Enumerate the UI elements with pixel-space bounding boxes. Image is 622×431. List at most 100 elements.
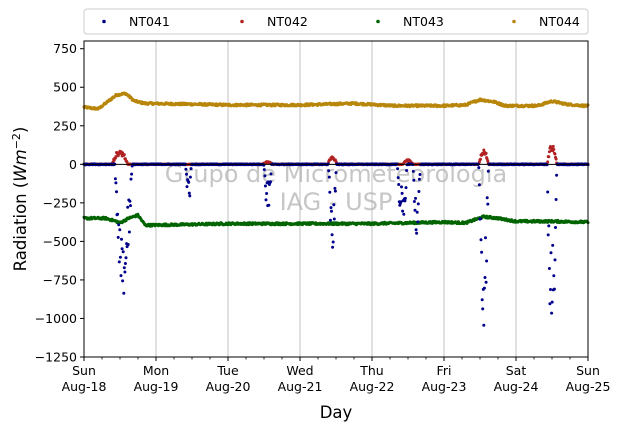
data-point	[114, 181, 118, 185]
x-tick-label-date: Aug-22	[350, 379, 395, 394]
x-tick-label-day: Thu	[359, 363, 383, 378]
data-point	[121, 250, 125, 254]
data-point	[118, 228, 122, 232]
data-point	[327, 175, 331, 179]
data-point	[331, 240, 335, 244]
data-point	[265, 192, 269, 195]
data-point	[477, 183, 481, 187]
x-tick-label-date: Aug-23	[422, 379, 467, 394]
data-point	[552, 287, 556, 291]
y-tick-label: 500	[53, 80, 77, 95]
data-point	[118, 255, 122, 259]
data-point	[185, 172, 188, 176]
data-point	[188, 175, 192, 179]
x-tick-label-date: Aug-19	[134, 379, 179, 394]
data-point	[123, 262, 127, 265]
data-point	[129, 177, 133, 181]
y-tick-label: −250	[43, 195, 77, 210]
watermark-line-2: IAG - USP	[280, 188, 393, 216]
data-point	[399, 200, 403, 204]
data-point	[413, 208, 417, 212]
data-point	[484, 151, 488, 155]
data-point	[129, 204, 132, 208]
x-tick-label-date: Aug-24	[494, 379, 539, 394]
x-tick-label-day: Sat	[506, 363, 527, 378]
data-point	[400, 185, 403, 189]
data-point	[269, 172, 273, 176]
data-point	[547, 267, 551, 270]
data-point	[552, 147, 556, 151]
data-point	[121, 279, 125, 283]
x-tick-label-day: Wed	[286, 363, 313, 378]
data-point	[551, 243, 555, 247]
data-point	[330, 209, 333, 213]
data-point	[548, 302, 552, 306]
data-point	[553, 152, 557, 156]
data-point	[547, 155, 551, 159]
data-point	[122, 291, 126, 295]
y-axis-label-exponent: −2	[10, 133, 23, 149]
data-point	[116, 235, 120, 239]
data-point	[328, 190, 332, 194]
data-point	[328, 218, 332, 222]
data-point	[546, 160, 550, 164]
data-point	[117, 260, 121, 264]
data-point	[555, 173, 559, 177]
data-point	[184, 167, 188, 171]
data-point	[333, 189, 337, 193]
data-point	[404, 186, 408, 190]
data-point	[187, 180, 191, 184]
data-point	[553, 258, 557, 262]
data-point	[479, 157, 482, 161]
x-tick-label-date: Aug-25	[566, 379, 611, 394]
x-tick-label-day: Mon	[143, 363, 169, 378]
legend: NT041 NT042 NT043 NT044	[83, 8, 589, 35]
data-point	[411, 169, 415, 173]
legend-label-nt044: NT044	[539, 14, 580, 29]
y-tick-label: −750	[43, 272, 77, 287]
legend-box	[83, 8, 589, 35]
data-point	[480, 250, 484, 254]
data-point	[414, 196, 417, 200]
y-tick-label: 0	[69, 157, 77, 172]
legend-marker-nt042	[240, 19, 244, 24]
x-tick-label-date: Aug-20	[206, 379, 251, 394]
legend-label-nt042: NT042	[267, 14, 308, 29]
data-point	[480, 298, 484, 302]
legend-marker-nt044	[512, 19, 516, 24]
y-tick-label: −1000	[35, 311, 77, 326]
data-point	[334, 171, 338, 175]
data-point	[554, 198, 558, 201]
data-point	[126, 243, 130, 246]
data-point	[127, 230, 131, 234]
data-point	[332, 203, 336, 207]
data-point	[332, 217, 336, 221]
data-point	[119, 274, 123, 278]
legend-marker-nt041	[102, 19, 106, 24]
data-point	[484, 236, 487, 240]
data-point	[263, 184, 267, 188]
data-point	[396, 176, 400, 180]
x-axis-label: Day	[320, 403, 353, 422]
data-point	[264, 198, 268, 202]
data-point	[551, 144, 555, 148]
data-point	[481, 307, 485, 311]
series-nt044	[82, 91, 590, 111]
data-point	[549, 288, 552, 291]
data-point	[114, 155, 118, 159]
data-point	[269, 180, 272, 184]
data-point	[120, 237, 123, 241]
data-point	[185, 185, 189, 189]
data-point	[414, 228, 418, 232]
data-point	[546, 190, 550, 194]
data-point	[120, 247, 124, 251]
data-point	[482, 323, 486, 327]
data-point	[403, 199, 407, 203]
data-point	[415, 210, 419, 214]
data-point	[479, 238, 483, 242]
data-point	[418, 173, 422, 176]
data-point	[123, 270, 127, 274]
data-point	[329, 206, 333, 210]
data-point	[549, 251, 553, 255]
data-point	[333, 186, 337, 190]
